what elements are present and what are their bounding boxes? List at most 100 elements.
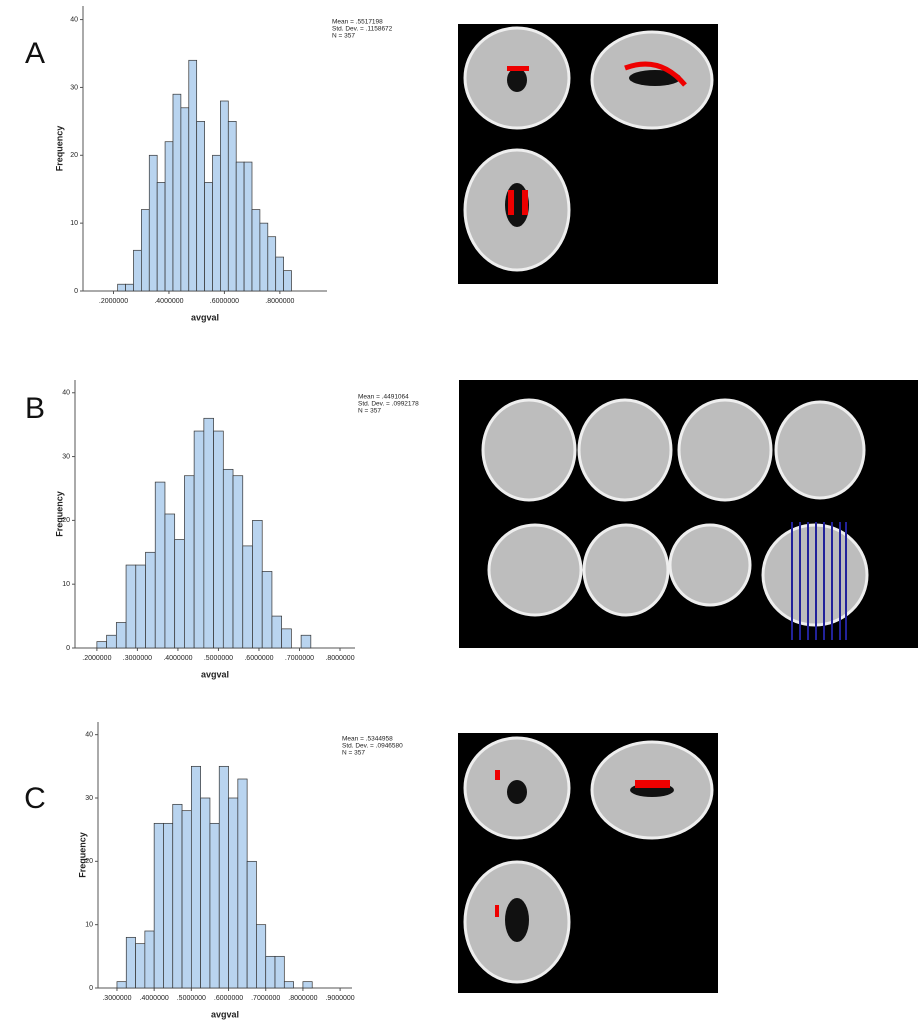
x-tick-label: .4000000: [140, 995, 169, 1002]
bar: [246, 860, 257, 989]
bar: [259, 222, 269, 292]
bar: [235, 161, 245, 292]
y-axis-label: Frequency: [54, 491, 64, 537]
bar: [172, 93, 182, 292]
bar: [180, 107, 190, 292]
bar: [154, 481, 166, 649]
y-tick-label: 30: [62, 453, 70, 460]
bar: [252, 520, 263, 649]
bar: [256, 924, 267, 989]
bar: [274, 955, 285, 989]
stats-annotation: Std. Dev. = .1158672: [332, 26, 393, 33]
bar: [200, 797, 211, 989]
bar: [204, 182, 213, 292]
bar: [267, 236, 277, 292]
y-tick-label: 20: [70, 152, 78, 159]
x-tick-label: .2000000: [82, 655, 111, 662]
bar: [115, 622, 127, 649]
bar: [271, 615, 283, 649]
y-tick-label: 30: [70, 84, 78, 91]
stats-annotation: N = 357: [342, 750, 365, 757]
bar: [156, 182, 166, 292]
stats-annotation: Mean = .5344958: [342, 736, 393, 743]
x-tick-label: .8000000: [325, 655, 354, 662]
bar: [281, 628, 292, 649]
bar: [237, 778, 248, 989]
bar: [145, 551, 156, 649]
bar: [184, 475, 195, 649]
stats-annotation: Mean = .5517198: [332, 19, 383, 26]
y-tick-label: 40: [62, 390, 70, 397]
bar: [116, 981, 127, 989]
stats-annotation: N = 357: [358, 408, 381, 415]
y-axis-label: Frequency: [77, 832, 87, 878]
x-tick-label: .5000000: [177, 995, 206, 1002]
bar: [212, 154, 221, 292]
bar: [181, 810, 192, 989]
bar: [133, 249, 142, 292]
bar: [227, 121, 237, 292]
y-tick-label: 0: [74, 288, 78, 295]
bar: [163, 822, 174, 989]
x-tick-label: .8000000: [265, 298, 294, 305]
bar: [283, 981, 294, 989]
bar: [242, 545, 253, 649]
bar: [222, 468, 234, 649]
x-tick-label: .4000000: [154, 298, 183, 305]
x-axis-label: avgval: [191, 312, 219, 322]
stats-annotation: Mean = .4491064: [358, 394, 409, 401]
x-tick-label: .9000000: [325, 995, 354, 1002]
bar: [153, 822, 164, 989]
bar: [265, 955, 276, 989]
x-tick-label: .6000000: [244, 655, 273, 662]
x-tick-label: .4000000: [163, 655, 192, 662]
bar: [106, 634, 117, 649]
x-axis-label: avgval: [211, 1009, 239, 1019]
bar: [302, 981, 313, 989]
bar: [125, 283, 134, 292]
bar: [144, 930, 155, 989]
x-axis-label: avgval: [201, 669, 229, 679]
bar: [218, 765, 229, 989]
x-tick-label: .7000000: [285, 655, 314, 662]
y-tick-label: 30: [85, 795, 93, 802]
bar: [300, 634, 312, 649]
bar: [283, 270, 292, 292]
brain-image-b: [459, 380, 918, 648]
bar: [232, 475, 244, 649]
bar: [228, 797, 239, 989]
x-tick-label: .3000000: [123, 655, 152, 662]
panel-label: C: [24, 782, 46, 815]
bar: [213, 430, 224, 649]
bar: [209, 822, 220, 989]
y-tick-label: 40: [70, 16, 78, 23]
y-tick-label: 0: [66, 645, 70, 652]
y-tick-label: 20: [62, 517, 70, 524]
y-tick-label: 10: [70, 220, 78, 227]
x-tick-label: .7000000: [251, 995, 280, 1002]
y-tick-label: 0: [89, 985, 93, 992]
bar: [125, 564, 137, 649]
x-tick-label: .3000000: [102, 995, 131, 1002]
bar: [188, 59, 198, 292]
y-tick-label: 40: [85, 732, 93, 739]
y-tick-label: 10: [85, 922, 93, 929]
bar: [96, 641, 107, 649]
bar: [172, 803, 183, 989]
bar: [243, 161, 253, 292]
bar: [135, 943, 146, 989]
x-tick-label: .6000000: [214, 995, 243, 1002]
bar: [190, 765, 201, 989]
bar: [141, 209, 150, 292]
bar: [117, 283, 126, 292]
x-tick-label: .2000000: [99, 298, 128, 305]
bar: [164, 141, 174, 292]
bar: [174, 539, 185, 649]
stats-annotation: N = 357: [332, 33, 355, 40]
bar: [148, 154, 158, 292]
bar: [275, 256, 284, 292]
x-tick-label: .8000000: [288, 995, 317, 1002]
y-tick-label: 10: [62, 581, 70, 588]
x-tick-label: .6000000: [210, 298, 239, 305]
